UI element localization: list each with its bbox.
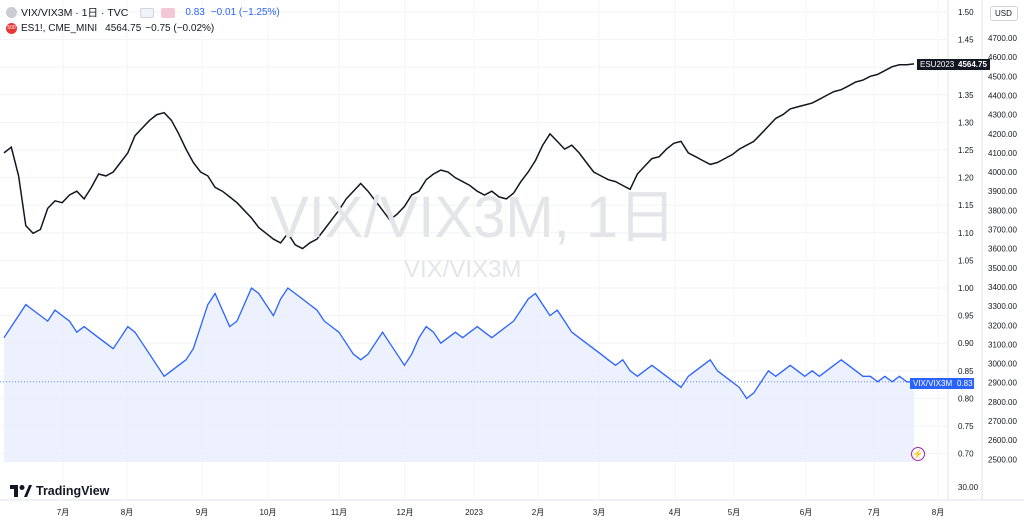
- time-axis-tick: 11月: [331, 508, 347, 517]
- right-scale-tick: 3500.00: [988, 264, 1017, 273]
- left-scale-tick: 1.30: [958, 118, 974, 127]
- right-scale-tick: 2800.00: [988, 398, 1017, 407]
- time-axis-tick: 8月: [932, 508, 944, 517]
- left-scale-tick: 0.90: [958, 339, 974, 348]
- time-axis-tick: 7月: [57, 508, 69, 517]
- es-series-label: ESU2023: [917, 59, 958, 70]
- right-scale-tick: 4200.00: [988, 130, 1017, 139]
- extra-scale-tick: 30.00: [958, 483, 979, 492]
- left-scale-tick: 1.15: [958, 201, 974, 210]
- left-scale-tick: 0.70: [958, 450, 974, 459]
- left-scale-tick: 0.75: [958, 422, 974, 431]
- right-scale-tick: 3700.00: [988, 226, 1017, 235]
- left-scale-tick: 0.95: [958, 312, 974, 321]
- right-scale-tick: 3900.00: [988, 187, 1017, 196]
- left-scale-tick: 1.45: [958, 36, 974, 45]
- legend-main-change: −0.01 (−1.25%): [210, 7, 280, 18]
- right-scale-tick: 3100.00: [988, 340, 1017, 349]
- time-axis-tick: 10月: [260, 508, 277, 517]
- right-scale-tick: 4600.00: [988, 53, 1017, 62]
- es-logo-icon: 500: [6, 23, 17, 34]
- symbol-watermark-small: VIX/VIX3M: [404, 256, 522, 283]
- legend-compare-change: −0.75 (−0.02%): [145, 23, 215, 34]
- time-axis-tick: 2023: [465, 508, 483, 517]
- vix-series-line: [3, 286, 914, 400]
- left-scale-tick: 1.05: [958, 256, 974, 265]
- legend-compare-value: 4564.75: [105, 23, 142, 34]
- legend-compare-symbol[interactable]: ES1!, CME_MINI: [21, 23, 98, 34]
- right-scale-tick: 4700.00: [988, 34, 1017, 43]
- left-scale-tick: 1.00: [958, 284, 974, 293]
- right-scale-tick: 4000.00: [988, 168, 1017, 177]
- time-axis-tick: 9月: [196, 508, 208, 517]
- left-scale-tick: 0.85: [958, 367, 974, 376]
- time-axis-tick: 4月: [669, 508, 681, 517]
- right-scale-tick: 2700.00: [988, 417, 1017, 426]
- right-scale-tick: 3600.00: [988, 245, 1017, 254]
- legend-main-symbol[interactable]: VIX/VIX3M · 1日 · TVC: [21, 7, 129, 19]
- right-scale-tick: 4100.00: [988, 149, 1017, 158]
- right-scale-tick: 3400.00: [988, 283, 1017, 292]
- right-scale-tick: 3300.00: [988, 302, 1017, 311]
- lightning-icon[interactable]: ⚡: [911, 447, 925, 461]
- vix-area-fill: [4, 288, 914, 462]
- vix-series-label: VIX/VIX3M: [910, 378, 956, 389]
- left-scale-tick: 1.35: [958, 91, 974, 100]
- legend-compare[interactable]: 500 ES1!, CME_MINI 4564.75 −0.75 (−0.02%…: [6, 23, 214, 34]
- right-scale-tick: 4300.00: [988, 111, 1017, 120]
- right-scale-tick: 2500.00: [988, 455, 1017, 464]
- time-axis-tick: 5月: [728, 508, 740, 517]
- legend-settings-button[interactable]: [161, 7, 176, 18]
- symbol-watermark: VIX/VIX3M, 1日: [270, 185, 677, 250]
- tradingview-logo[interactable]: TradingView: [10, 484, 109, 498]
- time-axis-tick: 8月: [121, 508, 133, 517]
- vix-price-label: 0.83: [954, 378, 974, 389]
- left-scale-tick: 1.50: [958, 8, 974, 17]
- left-scale-tick: 0.80: [958, 394, 974, 403]
- tradingview-logo-icon: [10, 485, 32, 497]
- right-scale-tick: 3200.00: [988, 321, 1017, 330]
- legend-visibility-button[interactable]: [140, 7, 155, 18]
- time-axis-tick: 7月: [868, 508, 880, 517]
- left-scale-tick: 1.25: [958, 146, 974, 155]
- time-axis-tick: 6月: [800, 508, 812, 517]
- right-scale-tick: 4500.00: [988, 72, 1017, 81]
- logo-text: TradingView: [36, 484, 110, 498]
- es-series-line: [3, 63, 915, 250]
- es-price-label: 4564.75: [955, 59, 990, 70]
- left-scale-tick: 1.10: [958, 229, 974, 238]
- right-scale-tick: 4400.00: [988, 91, 1017, 100]
- right-scale-tick: 3800.00: [988, 206, 1017, 215]
- time-axis-tick: 3月: [593, 508, 605, 517]
- symbol-logo-icon: [6, 7, 17, 18]
- currency-selector[interactable]: USD: [990, 6, 1018, 21]
- right-scale-tick: 2600.00: [988, 436, 1017, 445]
- time-axis-tick: 12月: [397, 508, 414, 517]
- legend-main-value: 0.83: [185, 7, 205, 18]
- right-scale-tick: 3000.00: [988, 360, 1017, 369]
- right-scale-tick: 2900.00: [988, 379, 1017, 388]
- left-scale-tick: 1.20: [958, 174, 974, 183]
- legend-main[interactable]: VIX/VIX3M · 1日 · TVC 0.83 −0.01 (−1.25%): [6, 5, 280, 20]
- time-axis-tick: 2月: [532, 508, 544, 517]
